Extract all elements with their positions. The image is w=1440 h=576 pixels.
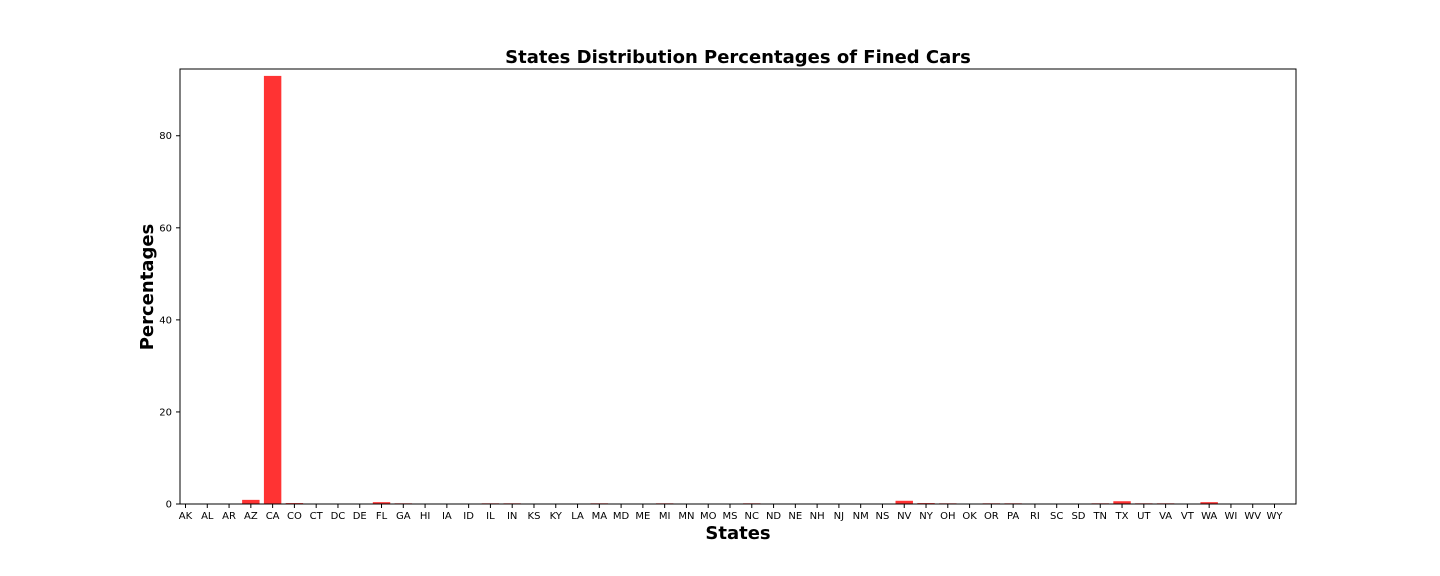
bar-fl: [372, 502, 391, 504]
x-tick-label: WY: [1267, 511, 1284, 522]
x-axis: AK AL AR AZ CA CO CT DC DE FL GA HI IA ID IL IN KS KY LA MA…: [179, 504, 1284, 522]
x-tick-label: WA: [1201, 511, 1217, 522]
x-tick-label: DC: [331, 511, 346, 522]
x-tick-label: IN: [507, 511, 517, 522]
x-tick-label: RI: [1030, 511, 1040, 522]
bar-nv: [895, 500, 913, 504]
bar-ca: [263, 75, 282, 505]
plot-frame: [179, 68, 1297, 505]
y-axis: 0 20 40 60 80: [159, 131, 180, 511]
x-tick-label: AZ: [244, 511, 258, 522]
x-tick-label: NJ: [834, 511, 844, 522]
x-tick-label: UT: [1137, 511, 1151, 522]
x-tick-label: AK: [179, 511, 193, 522]
x-tick-label: KY: [550, 511, 563, 522]
x-tick-label: CT: [310, 511, 324, 522]
x-tick-label: TN: [1092, 511, 1107, 522]
x-tick-label: VA: [1159, 511, 1172, 522]
x-tick-label: OK: [962, 511, 977, 522]
x-tick-label: HI: [420, 511, 430, 522]
x-tick-label: NS: [876, 511, 890, 522]
x-tick-label: CA: [266, 511, 280, 522]
y-tick-label: 60: [159, 223, 172, 234]
x-tick-label: SC: [1050, 511, 1063, 522]
x-tick-label: SD: [1071, 511, 1085, 522]
x-tick-label: PA: [1007, 511, 1019, 522]
x-tick-label: ID: [463, 511, 474, 522]
x-tick-label: NV: [897, 511, 911, 522]
x-tick-label: MA: [592, 511, 608, 522]
x-tick-label: MN: [678, 511, 694, 522]
bars: [176, 75, 1284, 505]
x-tick-label: AR: [222, 511, 236, 522]
x-tick-label: TX: [1115, 511, 1129, 522]
x-tick-label: NE: [788, 511, 802, 522]
x-tick-label: NC: [745, 511, 759, 522]
x-tick-label: GA: [396, 511, 411, 522]
x-tick-label: IL: [486, 511, 495, 522]
x-tick-label: MI: [659, 511, 671, 522]
x-tick-label: LA: [571, 511, 584, 522]
x-tick-label: OR: [984, 511, 999, 522]
x-tick-label: VT: [1181, 511, 1195, 522]
x-tick-label: WV: [1244, 511, 1261, 522]
bar-wa: [1200, 502, 1218, 504]
x-tick-label: IA: [442, 511, 452, 522]
x-tick-label: NH: [810, 511, 825, 522]
x-axis-title: States: [705, 523, 770, 544]
x-tick-label: MS: [723, 511, 738, 522]
y-tick-label: 20: [159, 407, 172, 418]
y-axis-title: Percentages: [137, 224, 158, 351]
x-tick-label: WI: [1225, 511, 1238, 522]
x-tick-label: CO: [287, 511, 302, 522]
y-tick-label: 0: [166, 500, 172, 511]
x-tick-label: AL: [201, 511, 214, 522]
x-tick-label: MO: [700, 511, 717, 522]
x-tick-label: KS: [528, 511, 541, 522]
x-tick-label: FL: [376, 511, 388, 522]
x-tick-label: MD: [613, 511, 630, 522]
y-tick-label: 40: [159, 315, 172, 326]
bar-az: [242, 499, 260, 504]
x-tick-label: DE: [353, 511, 367, 522]
y-tick-label: 80: [159, 131, 172, 142]
x-tick-label: NM: [853, 511, 869, 522]
x-tick-label: ME: [635, 511, 650, 522]
x-tick-label: ND: [766, 511, 781, 522]
chart-title: States Distribution Percentages of Fined…: [505, 47, 971, 68]
x-tick-label: OH: [940, 511, 955, 522]
bar-tx: [1113, 501, 1131, 504]
x-tick-label: NY: [919, 511, 933, 522]
